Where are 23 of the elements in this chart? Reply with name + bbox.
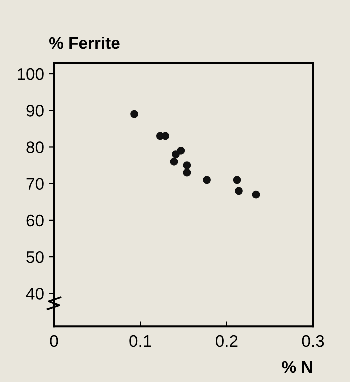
- x-tick-label: 0.2: [216, 335, 238, 348]
- y-tick-label: 50: [26, 251, 44, 264]
- point: [170, 158, 178, 166]
- point: [172, 150, 180, 159]
- point: [235, 187, 243, 196]
- y-tick-label: 40: [26, 288, 44, 300]
- y-tick-label: 70: [26, 178, 44, 190]
- point: [252, 190, 260, 199]
- y-axis-title: % Ferrite: [49, 36, 120, 50]
- point: [183, 168, 192, 177]
- y-tick-label: 90: [26, 105, 44, 117]
- y-tick-label: 80: [26, 142, 44, 154]
- point: [177, 146, 186, 155]
- x-tick-label: 0: [50, 335, 58, 348]
- x-axis-title: % N: [282, 361, 312, 374]
- x-tick-label: 0.3: [302, 335, 324, 348]
- y-tick-label: 100: [18, 68, 44, 80]
- point: [203, 176, 212, 184]
- point: [183, 162, 192, 170]
- y-tick-label: 60: [26, 214, 44, 227]
- x-tick-label: 0.1: [130, 335, 152, 348]
- point: [130, 110, 138, 118]
- point: [233, 176, 242, 184]
